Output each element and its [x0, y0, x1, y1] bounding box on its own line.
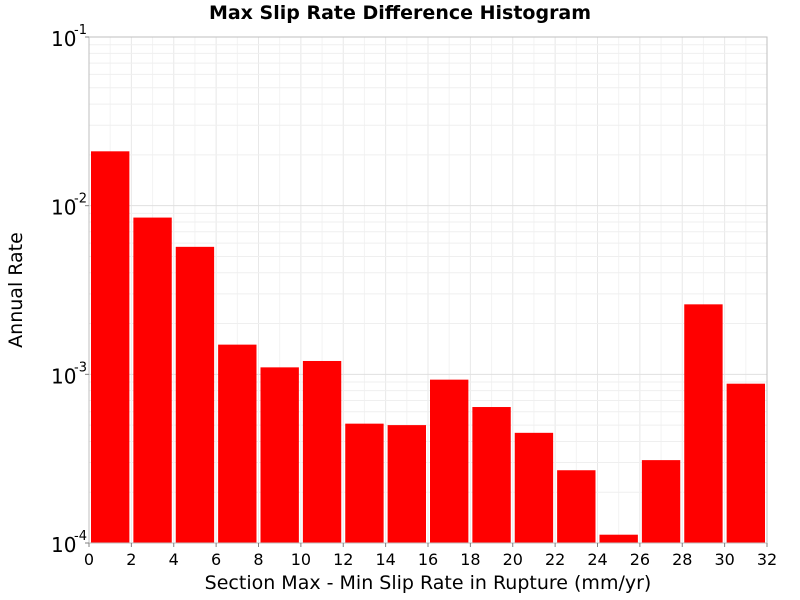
y-tick-exponent: -2 [74, 192, 87, 207]
x-tick-label: 4 [169, 550, 179, 569]
y-axis-ticks: 10-410-310-210-1 [51, 23, 89, 557]
x-axis-ticks: 0 2 4 6 8 10 12 14 16 18 20 22 24 26 28 30 32 [84, 543, 777, 569]
y-tick-exponent: -4 [74, 529, 87, 544]
x-tick-label: 8 [253, 550, 263, 569]
histogram-bar [133, 217, 172, 543]
x-tick-label: 6 [211, 550, 221, 569]
histogram-bar [260, 367, 299, 543]
x-tick-label: 10 [291, 550, 311, 569]
histogram-bar [302, 360, 342, 543]
histogram-bar [599, 534, 638, 543]
x-tick-label: 24 [587, 550, 607, 569]
y-tick-label: 10 [51, 27, 76, 51]
histogram-bar [387, 425, 426, 543]
x-tick-label: 14 [375, 550, 395, 569]
x-tick-label: 18 [460, 550, 480, 569]
histogram-bar [218, 344, 257, 543]
y-tick-label: 10 [51, 533, 76, 557]
x-tick-label: 0 [84, 550, 94, 569]
x-tick-label: 2 [126, 550, 136, 569]
x-tick-label: 12 [333, 550, 353, 569]
histogram-bar [514, 432, 554, 543]
y-tick-label: 10 [51, 196, 76, 220]
histogram-bar [557, 470, 596, 543]
y-tick-label: 10 [51, 364, 76, 388]
x-axis-label: Section Max - Min Slip Rate in Rupture (… [204, 572, 652, 594]
y-tick-exponent: -3 [74, 360, 87, 375]
x-tick-label: 32 [757, 550, 777, 569]
x-tick-label: 30 [714, 550, 734, 569]
x-tick-label: 16 [418, 550, 438, 569]
histogram-bar [175, 246, 215, 543]
bars [91, 151, 765, 543]
histogram-bar [430, 379, 469, 543]
histogram-bar [91, 151, 130, 543]
chart-title: Max Slip Rate Difference Histogram [208, 2, 592, 24]
histogram-bar [726, 383, 765, 543]
x-tick-label: 20 [503, 550, 523, 569]
histogram-bar [472, 407, 511, 543]
histogram-bar [684, 304, 723, 543]
histogram-bar [345, 423, 384, 543]
x-tick-label: 28 [672, 550, 692, 569]
x-tick-label: 22 [545, 550, 565, 569]
y-tick-exponent: -1 [74, 23, 87, 38]
histogram-bar [641, 460, 681, 543]
x-tick-label: 26 [630, 550, 650, 569]
